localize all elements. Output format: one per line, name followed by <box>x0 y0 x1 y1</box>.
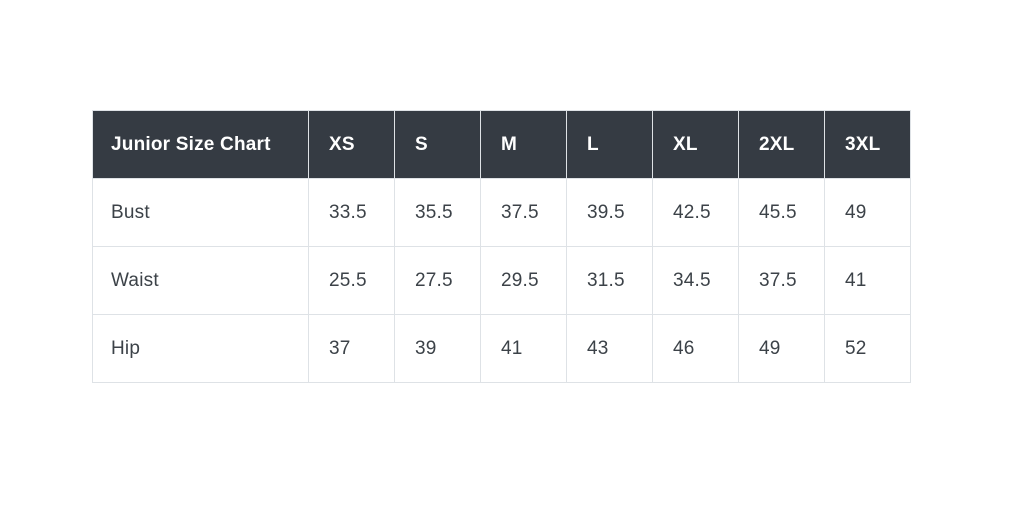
data-cell: 41 <box>824 246 911 315</box>
data-cell: 37 <box>308 314 395 383</box>
table-title: Junior Size Chart <box>92 110 309 179</box>
header-cell-xs: XS <box>308 110 395 179</box>
table-row-bust: Bust 33.5 35.5 37.5 39.5 42.5 45.5 49 <box>92 178 911 247</box>
size-chart-table: Junior Size Chart XS S M L XL 2XL 3XL Bu… <box>92 110 911 383</box>
data-cell: 35.5 <box>394 178 481 247</box>
header-cell-3xl: 3XL <box>824 110 911 179</box>
data-cell: 49 <box>738 314 825 383</box>
data-cell: 27.5 <box>394 246 481 315</box>
data-cell: 29.5 <box>480 246 567 315</box>
data-cell: 52 <box>824 314 911 383</box>
row-label-hip: Hip <box>92 314 309 383</box>
header-cell-2xl: 2XL <box>738 110 825 179</box>
table-header: Junior Size Chart XS S M L XL 2XL 3XL <box>92 110 911 179</box>
header-cell-xl: XL <box>652 110 739 179</box>
data-cell: 49 <box>824 178 911 247</box>
data-cell: 34.5 <box>652 246 739 315</box>
table-body: Bust 33.5 35.5 37.5 39.5 42.5 45.5 49 Wa… <box>92 178 911 383</box>
data-cell: 39 <box>394 314 481 383</box>
data-cell: 37.5 <box>738 246 825 315</box>
header-cell-m: M <box>480 110 567 179</box>
data-cell: 31.5 <box>566 246 653 315</box>
table-row-waist: Waist 25.5 27.5 29.5 31.5 34.5 37.5 41 <box>92 246 911 315</box>
data-cell: 37.5 <box>480 178 567 247</box>
table-row-hip: Hip 37 39 41 43 46 49 52 <box>92 314 911 383</box>
data-cell: 41 <box>480 314 567 383</box>
data-cell: 45.5 <box>738 178 825 247</box>
row-label-waist: Waist <box>92 246 309 315</box>
data-cell: 42.5 <box>652 178 739 247</box>
data-cell: 33.5 <box>308 178 395 247</box>
data-cell: 25.5 <box>308 246 395 315</box>
header-cell-l: L <box>566 110 653 179</box>
data-cell: 43 <box>566 314 653 383</box>
header-cell-s: S <box>394 110 481 179</box>
data-cell: 46 <box>652 314 739 383</box>
header-row: Junior Size Chart XS S M L XL 2XL 3XL <box>92 110 911 179</box>
data-cell: 39.5 <box>566 178 653 247</box>
row-label-bust: Bust <box>92 178 309 247</box>
size-chart-container: Junior Size Chart XS S M L XL 2XL 3XL Bu… <box>92 110 911 383</box>
